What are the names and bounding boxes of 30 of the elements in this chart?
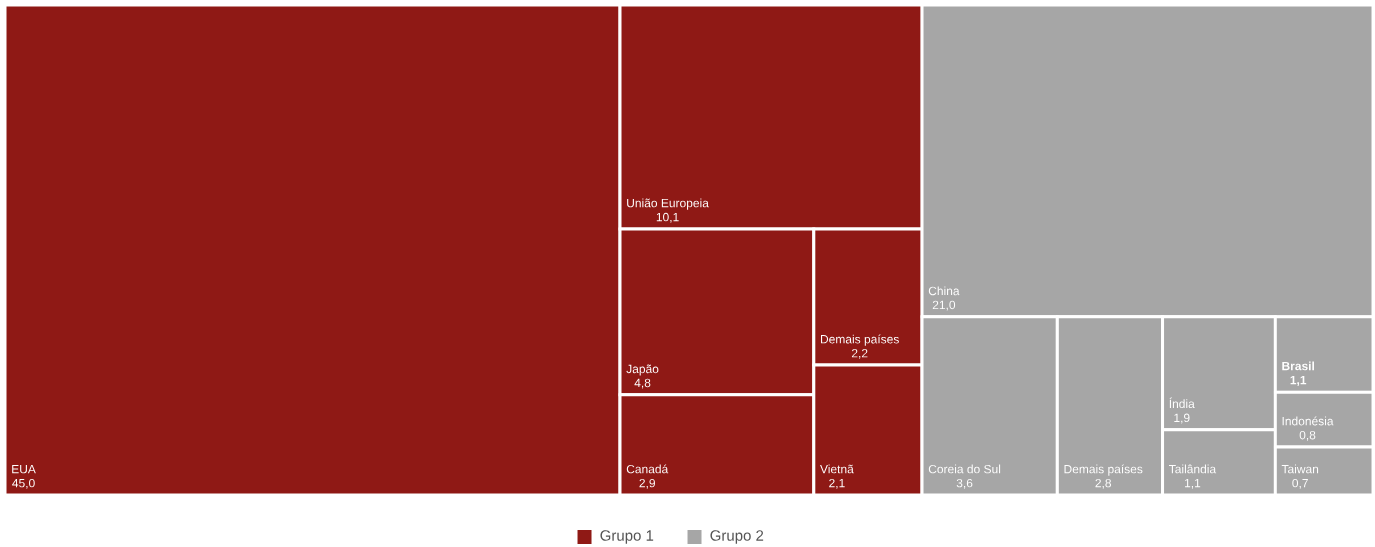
data-label: 3,6: [956, 478, 973, 489]
data-label: 0,8: [1299, 430, 1316, 441]
category-label: Demais países: [1064, 464, 1143, 476]
category-label: Japão: [626, 364, 659, 376]
category-label: EUA: [12, 465, 36, 474]
category-label: Tailândia: [1169, 464, 1217, 474]
data-label: 0,7: [1292, 478, 1308, 489]
category-label: Taiwan: [1281, 464, 1319, 474]
data-label: 2,9: [639, 478, 655, 489]
data-label: 45,0: [12, 478, 35, 489]
category-label: União Europeia: [627, 198, 709, 210]
data-label: 2,1: [829, 478, 845, 489]
category-label: Coreia do Sul: [928, 464, 1001, 474]
data-label: 1,1: [1185, 479, 1201, 489]
data-label: 4,8: [634, 378, 651, 389]
data-label: 2,2: [851, 348, 868, 359]
category-label: Canadá: [626, 464, 669, 474]
category-label: Índia: [1169, 397, 1195, 409]
category-label: Brasil: [1282, 361, 1314, 371]
data-label: 21,0: [932, 300, 956, 311]
category-label: China: [928, 286, 960, 296]
category-label: Vietnã: [820, 464, 854, 474]
data-label: 10,1: [656, 212, 679, 223]
data-label: 1,9: [1174, 413, 1190, 424]
text: Grupo 1: [600, 530, 654, 544]
data-label: 2,8: [1095, 478, 1112, 489]
category-label: Indonésia: [1282, 416, 1334, 426]
legend-label: Grupo 2: [710, 530, 764, 544]
category-label: Demais países: [820, 334, 899, 346]
data-label: 1,1: [1290, 375, 1307, 386]
